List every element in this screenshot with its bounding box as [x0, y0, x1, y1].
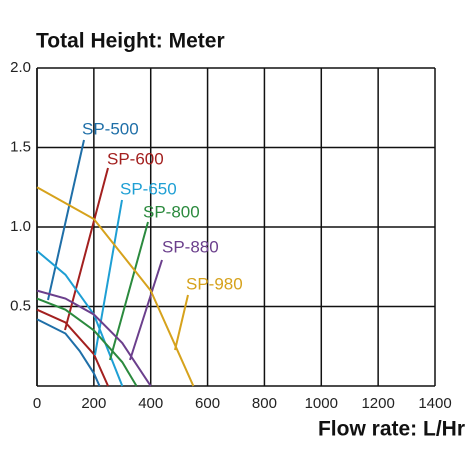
- legend-label: SP-600: [107, 149, 164, 168]
- x-tick-label: 0: [33, 395, 41, 412]
- y-tick-label: 1.5: [10, 138, 31, 155]
- x-axis-title: Flow rate: L/Hr: [318, 418, 465, 441]
- leader-line: [174, 294, 189, 351]
- legend-label: SP-800: [143, 202, 200, 221]
- pump-curve: [36, 308, 109, 387]
- y-tick-label: 1.0: [10, 218, 31, 235]
- x-tick-label: 1000: [305, 395, 338, 412]
- pump-curve: [36, 318, 101, 387]
- leader-line: [94, 199, 123, 356]
- pump-curve: [36, 250, 124, 387]
- y-tick-label: 0.5: [10, 297, 31, 314]
- legend-label: SP-980: [186, 274, 243, 293]
- x-tick-label: 800: [252, 395, 277, 412]
- pump-curve: [36, 186, 195, 387]
- leader-line: [129, 259, 163, 361]
- x-tick-label: 600: [195, 395, 220, 412]
- x-tick-label: 1400: [418, 395, 451, 412]
- legend-label: SP-500: [82, 119, 139, 138]
- legend-label: SP-880: [162, 237, 219, 256]
- x-tick-label: 400: [138, 395, 163, 412]
- x-tick-label: 1200: [361, 395, 394, 412]
- x-tick-label: 200: [81, 395, 106, 412]
- pump-curve: [36, 297, 138, 387]
- leader-line: [47, 139, 85, 301]
- legend-label: SP-650: [120, 179, 177, 198]
- chart-title: Total Height: Meter: [36, 30, 225, 53]
- y-tick-label: 2.0: [10, 59, 31, 76]
